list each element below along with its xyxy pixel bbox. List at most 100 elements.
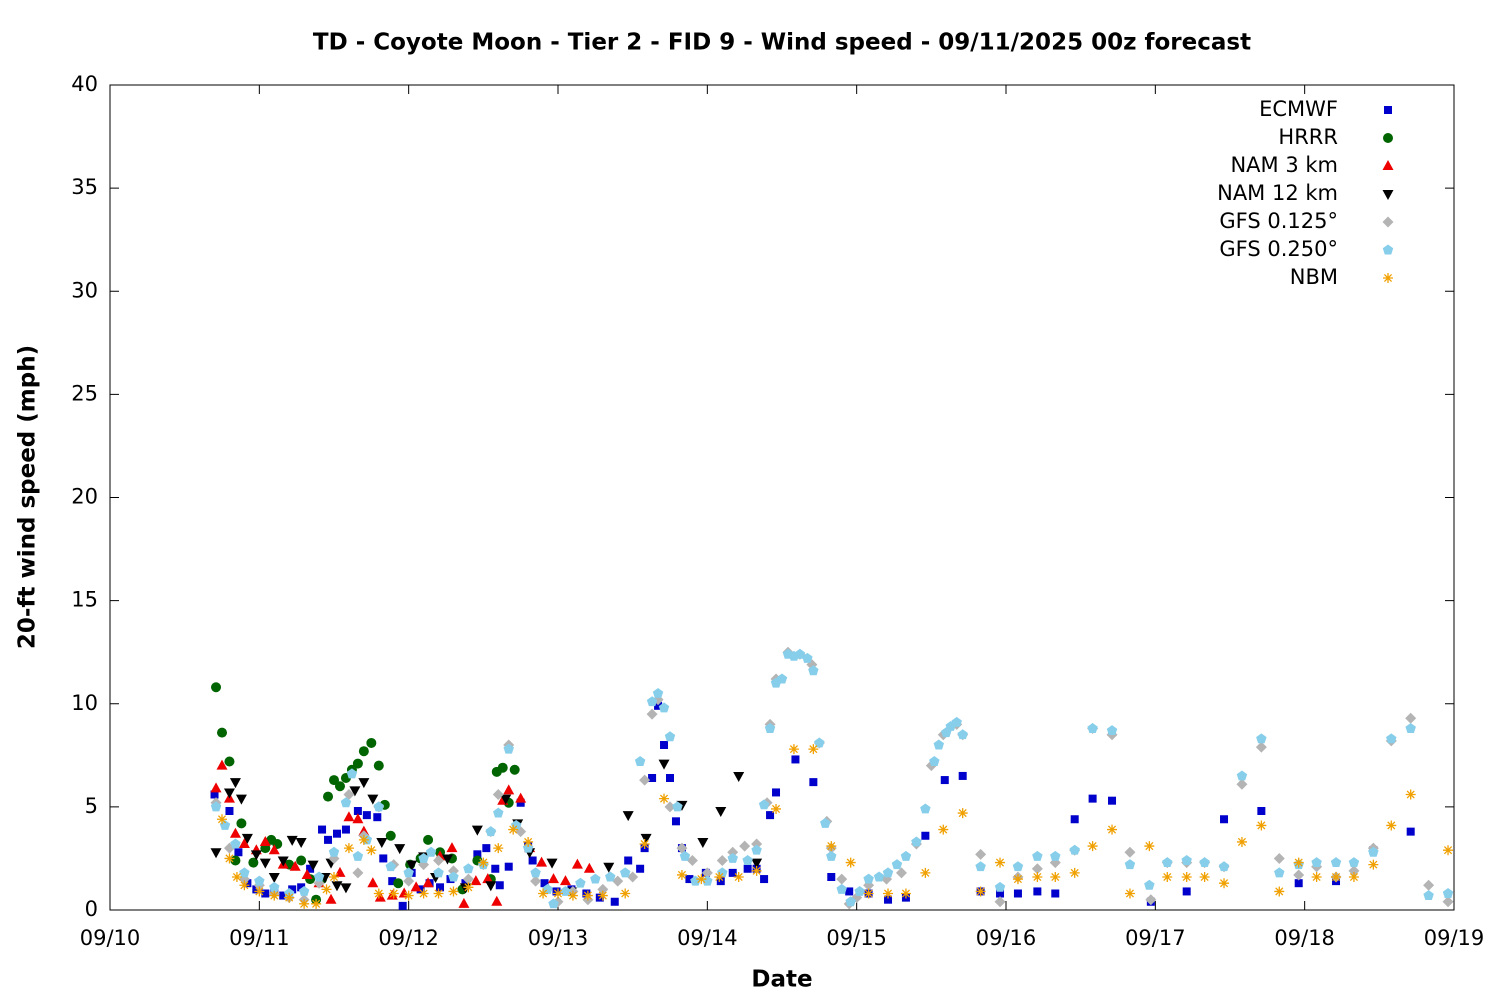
data-point xyxy=(658,759,670,770)
data-point xyxy=(854,885,865,896)
data-point xyxy=(217,727,227,738)
data-point xyxy=(1070,815,1079,824)
data-point xyxy=(1144,841,1155,852)
y-tick-label: 30 xyxy=(71,278,98,302)
data-point xyxy=(1294,879,1303,888)
x-tick-label: 09/15 xyxy=(826,926,887,950)
y-tick-label: 25 xyxy=(71,381,98,405)
data-point xyxy=(500,794,512,805)
data-point xyxy=(373,888,384,899)
data-point xyxy=(1255,741,1267,753)
data-point xyxy=(873,871,885,882)
data-point xyxy=(406,860,418,871)
data-point xyxy=(306,864,315,873)
data-point xyxy=(423,834,434,845)
data-point xyxy=(410,881,422,892)
data-point xyxy=(1256,733,1267,744)
legend-label: NAM 3 km xyxy=(1230,153,1338,177)
data-point xyxy=(224,756,235,767)
data-point xyxy=(791,755,800,764)
data-point xyxy=(826,841,837,852)
y-tick-label: 20 xyxy=(71,485,98,509)
data-point xyxy=(448,871,459,882)
data-point xyxy=(530,875,542,887)
data-point xyxy=(727,852,738,863)
data-point xyxy=(1012,874,1023,885)
data-point xyxy=(229,778,241,789)
legend-marker xyxy=(1382,160,1394,170)
data-point xyxy=(1274,886,1285,897)
data-point xyxy=(686,855,698,866)
data-point xyxy=(666,774,674,782)
data-point xyxy=(259,835,271,846)
data-point xyxy=(1405,789,1416,800)
data-point xyxy=(288,885,297,894)
data-point xyxy=(571,858,583,869)
data-point xyxy=(1443,845,1454,856)
data-point xyxy=(634,756,646,766)
data-point xyxy=(751,865,762,876)
data-point xyxy=(296,855,307,866)
data-point xyxy=(546,858,558,869)
data-point xyxy=(975,848,987,860)
data-point xyxy=(1013,889,1022,898)
data-point xyxy=(958,771,967,780)
data-point xyxy=(210,790,219,799)
data-point xyxy=(461,879,470,888)
data-point xyxy=(1033,887,1042,896)
data-point xyxy=(286,835,298,846)
data-point xyxy=(323,791,334,802)
data-point xyxy=(716,877,725,886)
data-point xyxy=(957,729,968,740)
data-point xyxy=(911,836,922,847)
data-point xyxy=(528,856,537,865)
data-point xyxy=(463,882,474,893)
legend-marker xyxy=(1382,190,1394,200)
data-point xyxy=(929,756,940,766)
data-point xyxy=(485,881,497,892)
data-point xyxy=(352,850,364,861)
data-point xyxy=(471,825,483,836)
data-point xyxy=(895,867,907,879)
data-point xyxy=(301,868,313,879)
data-point xyxy=(523,836,534,847)
data-point xyxy=(728,868,737,877)
data-point xyxy=(715,807,727,817)
data-point xyxy=(697,837,709,848)
data-point xyxy=(210,848,222,859)
data-point xyxy=(235,794,247,805)
data-point xyxy=(1273,852,1285,864)
data-point xyxy=(648,774,657,782)
data-point xyxy=(733,771,745,782)
data-point xyxy=(1236,836,1247,847)
data-point xyxy=(760,875,769,884)
data-point xyxy=(1368,859,1379,870)
data-point xyxy=(808,665,819,676)
legend-label: GFS 0.250° xyxy=(1219,237,1338,261)
data-point xyxy=(248,857,259,868)
data-point xyxy=(217,814,227,825)
data-point xyxy=(269,881,280,892)
data-point xyxy=(448,886,459,897)
data-point xyxy=(313,871,325,882)
data-point xyxy=(236,818,247,829)
data-point xyxy=(575,877,586,888)
data-point xyxy=(751,858,763,869)
data-point xyxy=(1199,857,1210,868)
data-point xyxy=(920,803,931,814)
data-point xyxy=(1386,820,1397,831)
data-point xyxy=(352,867,364,879)
data-point xyxy=(307,860,319,871)
data-point xyxy=(540,879,549,888)
data-point xyxy=(1236,770,1248,781)
data-point xyxy=(311,898,322,909)
data-point xyxy=(268,844,280,855)
data-point xyxy=(403,867,414,878)
legend-marker xyxy=(1384,106,1392,114)
data-point xyxy=(239,867,250,878)
data-point xyxy=(224,853,235,864)
data-point xyxy=(559,875,571,886)
data-point xyxy=(362,811,371,820)
x-tick-label: 09/12 xyxy=(378,926,439,950)
data-point xyxy=(646,708,658,720)
